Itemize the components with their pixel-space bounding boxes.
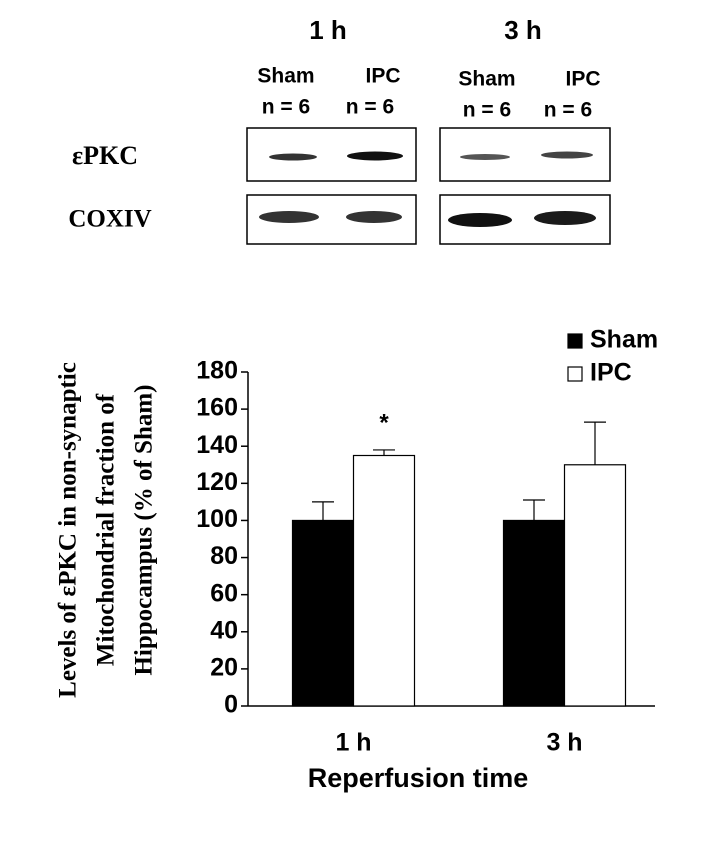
legend-swatch (567, 366, 583, 382)
group-n: n = 6 (262, 96, 310, 119)
y-tick-label: 60 (210, 579, 238, 607)
y-axis-label: Hippocampus (% of Sham) (131, 384, 158, 675)
timepoint-label: 3 h (504, 15, 542, 45)
x-tick-label: 1 h (335, 729, 371, 757)
legend-label: Sham (590, 326, 658, 354)
legend-swatch (567, 333, 583, 349)
y-axis-label: Levels of εPKC in non-synaptic (55, 362, 82, 698)
timepoint-label: 1 h (309, 15, 347, 45)
y-tick-label: 80 (210, 542, 238, 570)
x-tick-label: 3 h (546, 729, 582, 757)
legend-label: IPC (590, 359, 632, 387)
group-n: n = 6 (544, 99, 592, 122)
y-tick-label: 100 (196, 505, 238, 533)
bar (352, 454, 416, 707)
y-tick-label: 160 (196, 394, 238, 422)
blot-images (246, 127, 611, 245)
y-tick-label: 140 (196, 431, 238, 459)
group-n: n = 6 (463, 99, 511, 122)
blot-row-label: εPKC (72, 141, 138, 170)
x-axis-label: Reperfusion time (308, 763, 529, 793)
blot-bands (259, 151, 596, 227)
blot-row-label: COXIV (68, 206, 151, 233)
group-n: n = 6 (346, 96, 394, 119)
annotation: * (379, 409, 389, 436)
group-label: Sham (257, 65, 314, 88)
y-tick-label: 0 (224, 691, 238, 719)
group-label: IPC (365, 65, 400, 88)
y-tick-label: 40 (210, 616, 238, 644)
group-label: IPC (565, 68, 600, 91)
y-tick-label: 180 (196, 357, 238, 385)
y-axis-label: Mitochondrial fraction of (93, 393, 120, 666)
y-tick-label: 120 (196, 468, 238, 496)
bar (563, 464, 627, 707)
bar (502, 519, 566, 707)
group-label: Sham (458, 68, 515, 91)
y-tick-label: 20 (210, 653, 238, 681)
bar (291, 519, 355, 707)
